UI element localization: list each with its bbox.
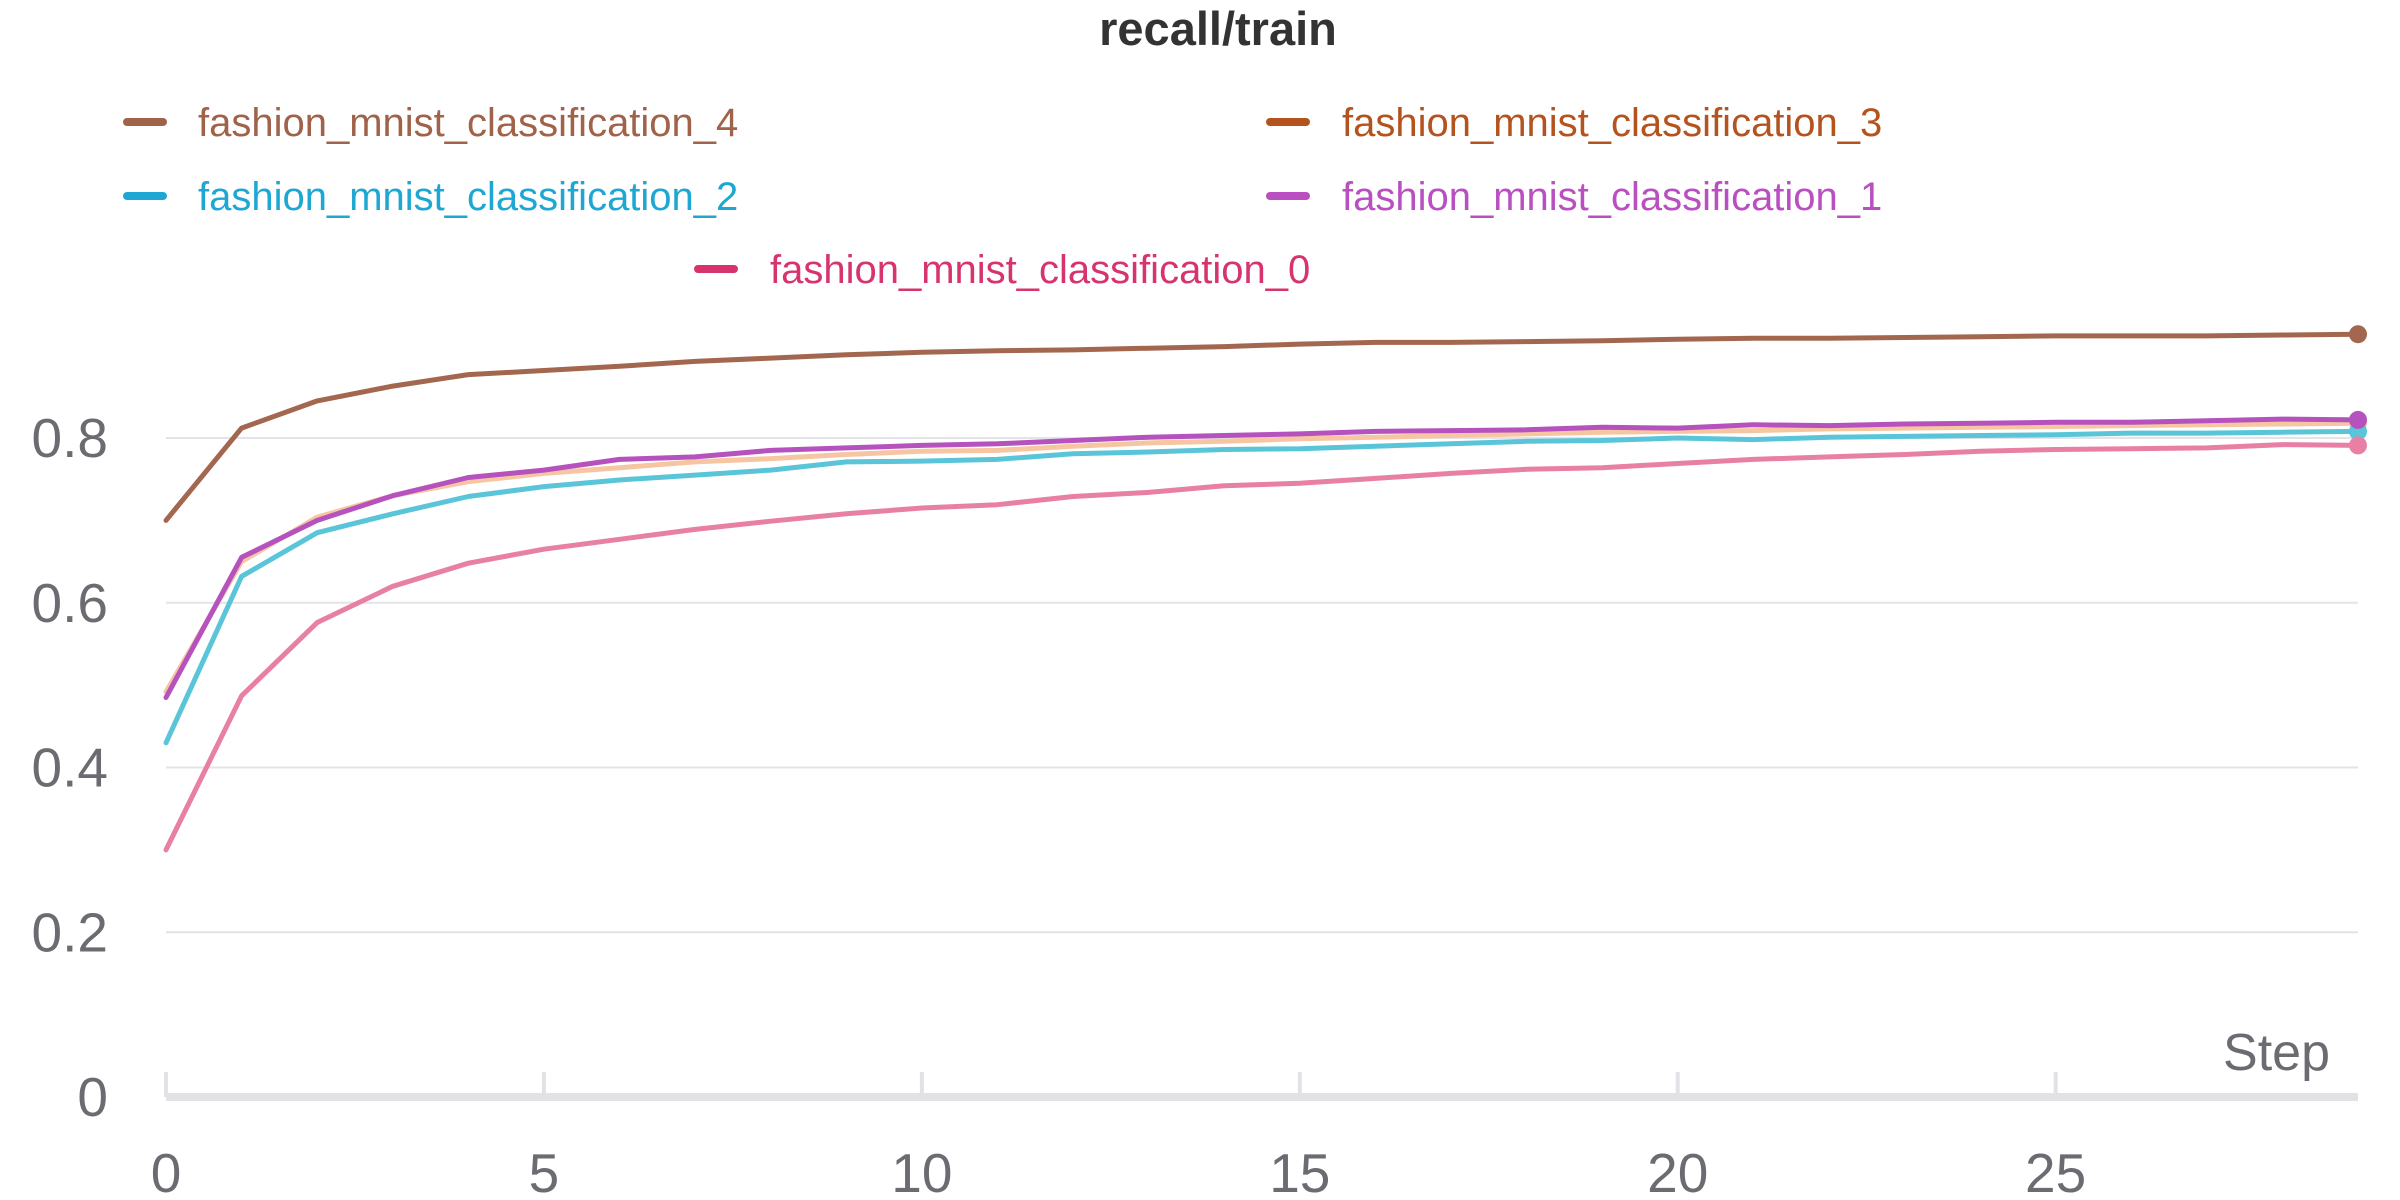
legend-item[interactable]: fashion_mnist_classification_0 — [694, 248, 1310, 292]
series-layer — [163, 325, 2367, 853]
y-tick-label: 0.6 — [32, 572, 108, 634]
x-tick-label: 10 — [891, 1142, 952, 1200]
x-tick-label: 25 — [2025, 1142, 2086, 1200]
series-4 — [163, 436, 2367, 853]
y-axis: 0 0.2 0.4 0.6 0.8 — [32, 407, 108, 1128]
x-tick-label: 20 — [1647, 1142, 1708, 1200]
series-end-point[interactable] — [2349, 325, 2367, 344]
series-end-point[interactable] — [2349, 410, 2367, 429]
series-line[interactable] — [163, 428, 2361, 746]
legend-item[interactable]: fashion_mnist_classification_4 — [123, 101, 738, 145]
legend: fashion_mnist_classification_4 fashion_mn… — [123, 101, 1882, 292]
legend-item[interactable]: fashion_mnist_classification_1 — [1266, 175, 1882, 219]
y-tick-label: 0.4 — [32, 737, 108, 799]
series-line[interactable] — [163, 331, 2361, 523]
x-axis-title: Step — [2223, 1024, 2330, 1082]
legend-label: fashion_mnist_classification_1 — [1342, 175, 1882, 219]
y-tick-label: 0.8 — [32, 407, 108, 469]
legend-item[interactable]: fashion_mnist_classification_3 — [1266, 101, 1882, 145]
x-tick-label: 5 — [529, 1142, 560, 1200]
x-axis: 0 5 10 15 20 25 — [151, 1072, 2358, 1200]
x-tick-label: 0 — [151, 1142, 182, 1200]
y-tick-label: 0.2 — [32, 901, 108, 963]
series-3 — [163, 410, 2367, 700]
legend-label: fashion_mnist_classification_3 — [1342, 101, 1882, 145]
x-tick-label: 15 — [1269, 1142, 1330, 1200]
legend-item[interactable]: fashion_mnist_classification_2 — [123, 175, 738, 219]
grid-lines — [166, 437, 2358, 934]
series-1 — [163, 414, 2367, 695]
legend-label: fashion_mnist_classification_4 — [198, 101, 738, 145]
series-2 — [163, 422, 2367, 746]
series-end-point[interactable] — [2349, 436, 2367, 455]
series-0 — [163, 325, 2367, 523]
series-line[interactable] — [163, 416, 2361, 700]
legend-label: fashion_mnist_classification_0 — [770, 248, 1310, 292]
y-tick-label: 0 — [77, 1066, 108, 1128]
series-line[interactable] — [163, 442, 2361, 853]
chart-title: recall/train — [1099, 2, 1337, 55]
legend-label: fashion_mnist_classification_2 — [198, 175, 738, 219]
series-line[interactable] — [163, 420, 2361, 695]
